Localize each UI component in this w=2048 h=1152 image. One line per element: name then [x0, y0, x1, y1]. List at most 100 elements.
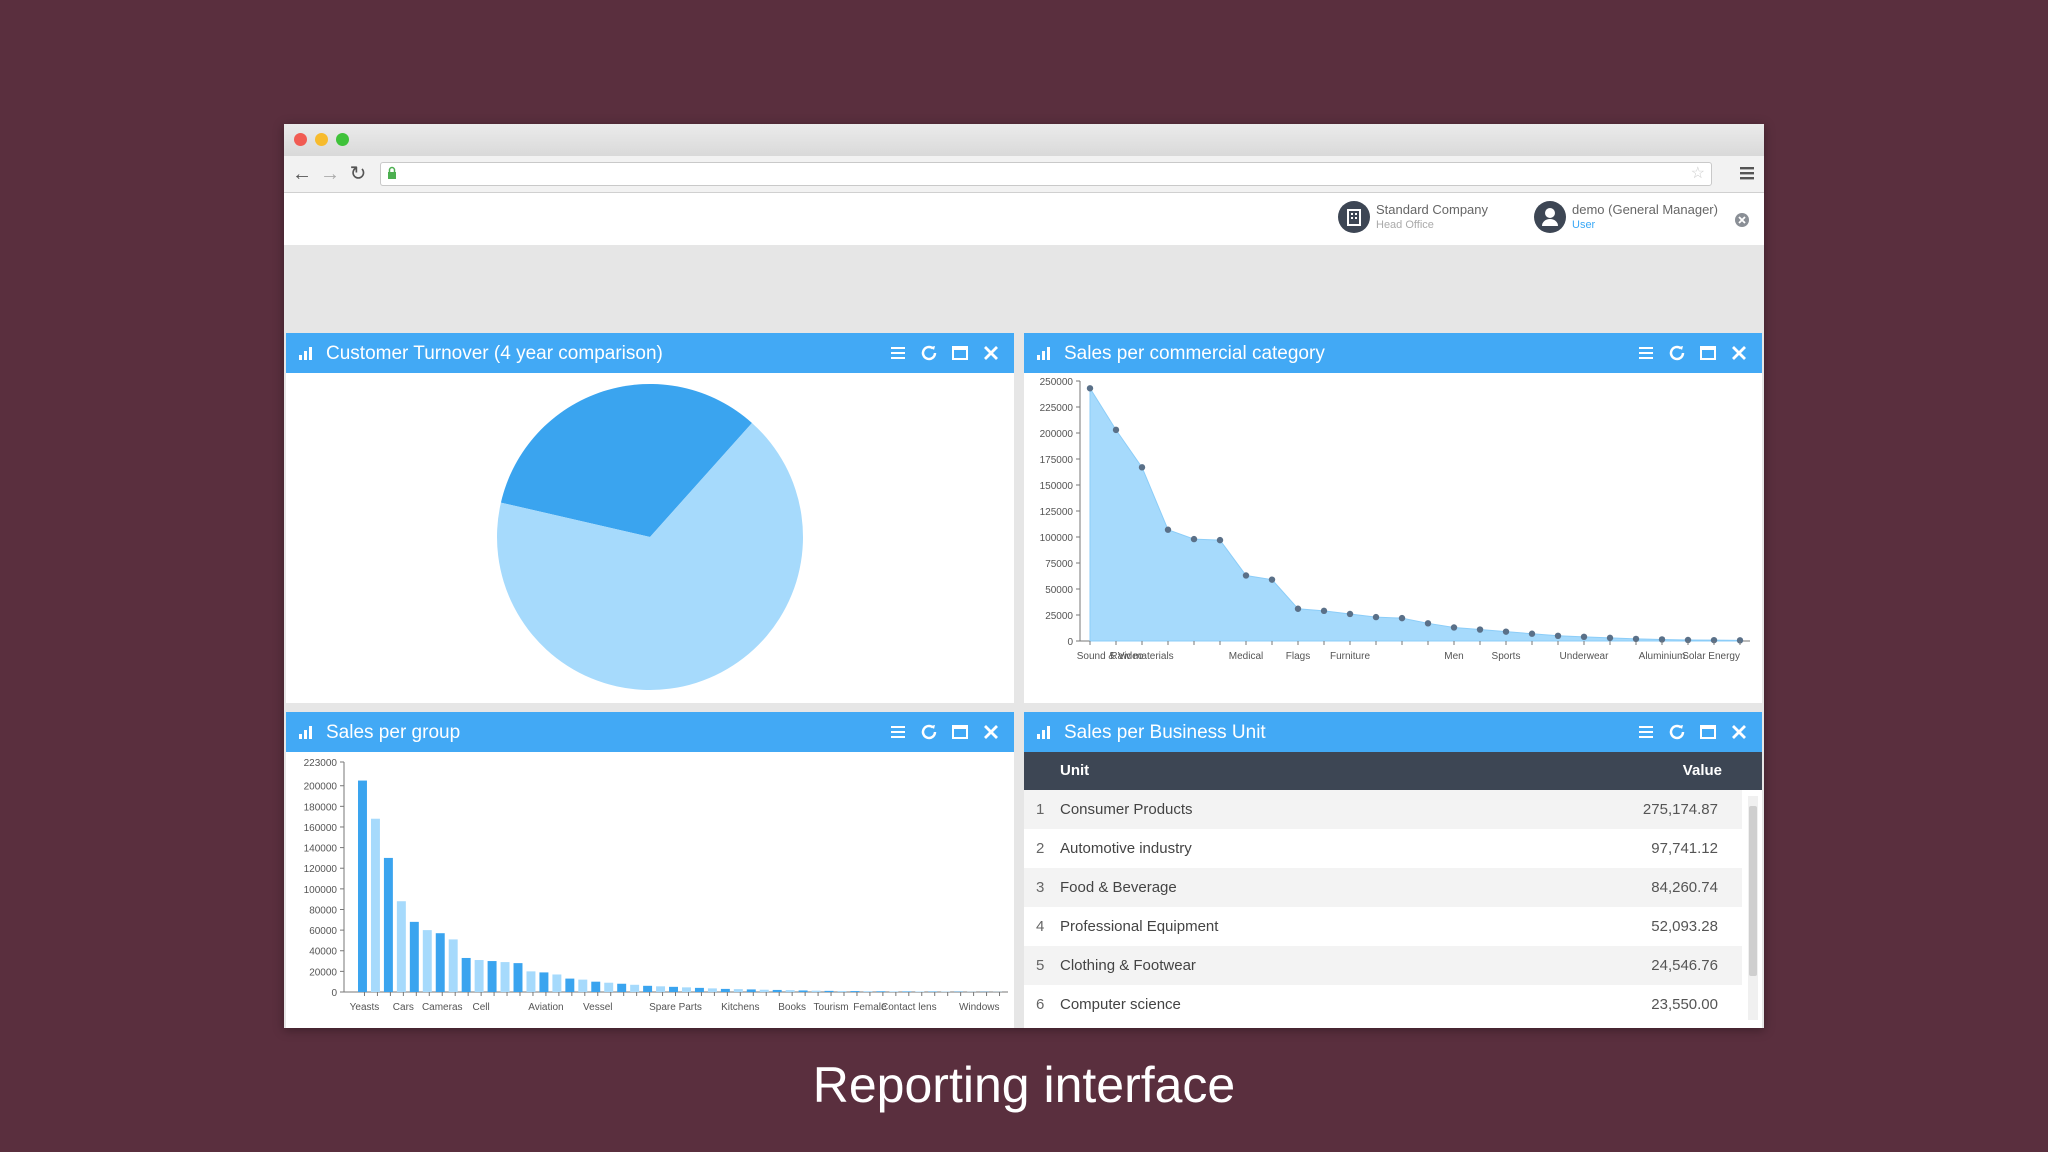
- turnover-pie-chart: [497, 384, 803, 690]
- x-tick-label: Cameras: [422, 1002, 463, 1013]
- bar-chart-icon: [299, 726, 312, 739]
- reload-icon[interactable]: ↻: [349, 163, 367, 185]
- user-menu[interactable]: demo (General Manager) User: [1534, 199, 1724, 239]
- data-point: [1736, 637, 1744, 644]
- row-unit: Computer science: [1060, 996, 1181, 1013]
- x-tick-label: Furniture: [1330, 651, 1370, 662]
- user-role-link[interactable]: User: [1572, 219, 1596, 231]
- data-point: [1320, 607, 1328, 615]
- back-arrow-icon[interactable]: ←: [292, 163, 312, 185]
- bar: [915, 991, 925, 992]
- data-point: [1580, 633, 1588, 641]
- list-icon[interactable]: [886, 341, 910, 365]
- x-tick-label: Spare Parts: [649, 1002, 702, 1013]
- close-icon[interactable]: [979, 341, 1003, 365]
- data-point: [1710, 636, 1718, 644]
- row-unit: Automotive industry: [1060, 840, 1192, 857]
- data-point: [1164, 526, 1172, 533]
- bar-chart-icon: [299, 347, 312, 360]
- maximize-icon[interactable]: [1696, 720, 1720, 744]
- row-index: 3: [1036, 879, 1045, 896]
- row-unit: Clothing & Footwear: [1060, 957, 1196, 974]
- x-tick-label: Men: [1444, 651, 1463, 662]
- x-tick-label: Solar Energy: [1682, 651, 1740, 662]
- list-icon[interactable]: [886, 720, 910, 744]
- panel-title: Customer Turnover (4 year comparison): [326, 343, 663, 364]
- table-row[interactable]: 2 Automotive industry 97,741.12: [1024, 829, 1742, 868]
- x-tick-label: Books: [778, 1002, 806, 1013]
- bar: [526, 971, 536, 992]
- x-tick-label: Vessel: [583, 1002, 612, 1013]
- company-name: Standard Company: [1376, 202, 1489, 217]
- row-value: 24,546.76: [1651, 957, 1718, 974]
- close-icon[interactable]: [979, 720, 1003, 744]
- company-selector[interactable]: Standard Company Head Office: [1338, 199, 1498, 239]
- row-index: 1: [1036, 801, 1045, 818]
- y-tick-label: 160000: [304, 823, 338, 834]
- maximize-icon[interactable]: [948, 720, 972, 744]
- x-tick-label: Female: [853, 1002, 887, 1013]
- table-row[interactable]: 3 Food & Beverage 84,260.74: [1024, 868, 1742, 907]
- forward-arrow-icon[interactable]: →: [320, 163, 340, 185]
- x-tick-label: Windows: [959, 1002, 1000, 1013]
- close-icon[interactable]: [1727, 720, 1751, 744]
- column-header-unit[interactable]: Unit: [1060, 762, 1090, 779]
- y-tick-label: 150000: [1040, 481, 1074, 492]
- refresh-icon[interactable]: [1665, 341, 1689, 365]
- row-unit: Consumer Products: [1060, 801, 1193, 818]
- table-scrollbar[interactable]: [1748, 796, 1758, 1020]
- table-row[interactable]: 5 Clothing & Footwear 24,546.76: [1024, 946, 1742, 985]
- list-icon[interactable]: [1634, 720, 1658, 744]
- refresh-icon[interactable]: [917, 720, 941, 744]
- maximize-window-button[interactable]: [336, 133, 349, 146]
- minimize-window-button[interactable]: [315, 133, 328, 146]
- logout-icon[interactable]: [1734, 212, 1750, 228]
- bar: [513, 963, 523, 992]
- y-tick-label: 100000: [304, 885, 338, 896]
- bar: [811, 990, 821, 992]
- data-point: [1502, 628, 1510, 635]
- column-header-value[interactable]: Value: [1682, 762, 1722, 779]
- data-point: [1398, 614, 1406, 622]
- y-tick-label: 75000: [1045, 559, 1073, 570]
- y-tick-label: 225000: [1040, 403, 1074, 414]
- x-tick-label: Tourism: [814, 1002, 849, 1013]
- list-icon[interactable]: [1634, 341, 1658, 365]
- x-tick-label: Underwear: [1560, 651, 1610, 662]
- company-subtitle: Head Office: [1376, 219, 1434, 231]
- data-point: [1086, 385, 1094, 392]
- bar: [694, 987, 704, 992]
- data-point: [1476, 626, 1484, 633]
- data-point: [1112, 426, 1120, 434]
- bar: [669, 986, 678, 992]
- row-unit: Food & Beverage: [1060, 879, 1177, 896]
- scrollbar-thumb[interactable]: [1749, 806, 1757, 976]
- close-window-button[interactable]: [294, 133, 307, 146]
- table-row[interactable]: 6 Computer science 23,550.00: [1024, 985, 1742, 1024]
- menu-icon[interactable]: [1738, 164, 1756, 182]
- row-index: 4: [1036, 918, 1045, 935]
- bar: [461, 957, 471, 992]
- panel-header: Customer Turnover (4 year comparison): [286, 333, 1014, 373]
- panel-header: Sales per Business Unit: [1024, 712, 1762, 752]
- address-bar[interactable]: ☆: [380, 162, 1712, 186]
- star-icon[interactable]: ☆: [1690, 165, 1705, 182]
- x-tick-label: Yeasts: [350, 1002, 380, 1013]
- bar: [383, 857, 393, 992]
- maximize-icon[interactable]: [1696, 341, 1720, 365]
- refresh-icon[interactable]: [917, 341, 941, 365]
- close-icon[interactable]: [1727, 341, 1751, 365]
- bar: [720, 988, 730, 992]
- maximize-icon[interactable]: [948, 341, 972, 365]
- data-point: [1268, 576, 1276, 583]
- table-row[interactable]: 4 Professional Equipment 52,093.28: [1024, 907, 1742, 946]
- data-point: [1138, 464, 1146, 471]
- bar: [824, 990, 834, 992]
- bar: [552, 974, 562, 992]
- table-row[interactable]: 1 Consumer Products 275,174.87: [1024, 790, 1742, 829]
- refresh-icon[interactable]: [1665, 720, 1689, 744]
- y-tick-label: 200000: [1040, 429, 1074, 440]
- bar: [409, 921, 419, 992]
- bar: [682, 987, 691, 992]
- data-point: [1242, 572, 1250, 579]
